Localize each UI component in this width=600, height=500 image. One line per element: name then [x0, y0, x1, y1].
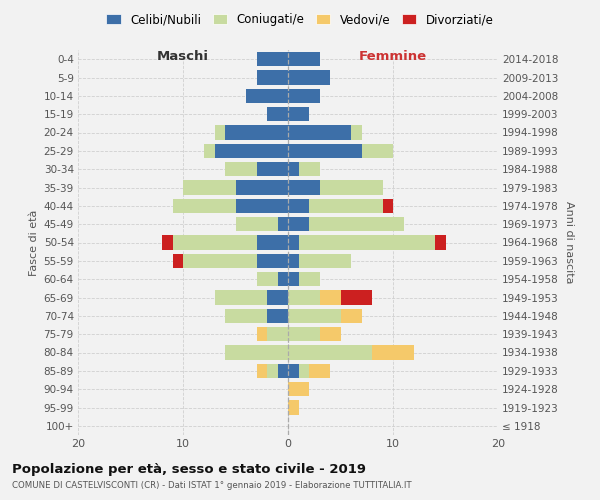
Bar: [173, 236, 257, 250]
Legend: Celibi/Nubili, Coniugati/e, Vedovi/e, Divorziati/e: Celibi/Nubili, Coniugati/e, Vedovi/e, Di…: [104, 11, 496, 28]
Bar: [299, 364, 309, 378]
Bar: [267, 364, 277, 378]
Bar: [225, 126, 288, 140]
Bar: [257, 236, 288, 250]
Text: COMUNE DI CASTELVISCONTI (CR) - Dati ISTAT 1° gennaio 2019 - Elaborazione TUTTIT: COMUNE DI CASTELVISCONTI (CR) - Dati IST…: [12, 481, 412, 490]
Bar: [288, 308, 341, 323]
Bar: [299, 162, 320, 176]
Bar: [288, 180, 320, 194]
Bar: [183, 180, 235, 194]
Bar: [173, 254, 183, 268]
Bar: [320, 180, 383, 194]
Bar: [288, 327, 320, 342]
Text: Femmine: Femmine: [359, 50, 427, 63]
Bar: [309, 198, 383, 213]
Bar: [215, 144, 288, 158]
Bar: [341, 308, 361, 323]
Bar: [257, 364, 267, 378]
Bar: [288, 400, 299, 414]
Bar: [257, 70, 288, 85]
Text: Popolazione per età, sesso e stato civile - 2019: Popolazione per età, sesso e stato civil…: [12, 462, 366, 475]
Bar: [225, 308, 267, 323]
Bar: [288, 107, 309, 122]
Bar: [320, 290, 341, 304]
Bar: [204, 144, 215, 158]
Bar: [235, 180, 288, 194]
Y-axis label: Fasce di età: Fasce di età: [29, 210, 40, 276]
Bar: [215, 290, 267, 304]
Bar: [288, 198, 309, 213]
Text: Maschi: Maschi: [157, 50, 209, 63]
Bar: [235, 198, 288, 213]
Bar: [173, 198, 235, 213]
Bar: [183, 254, 257, 268]
Bar: [235, 217, 277, 232]
Bar: [288, 290, 320, 304]
Bar: [299, 254, 351, 268]
Bar: [257, 327, 267, 342]
Bar: [288, 126, 351, 140]
Bar: [372, 346, 414, 360]
Bar: [246, 88, 288, 103]
Bar: [162, 236, 173, 250]
Bar: [309, 217, 404, 232]
Bar: [288, 236, 299, 250]
Bar: [267, 327, 288, 342]
Bar: [225, 162, 257, 176]
Bar: [299, 272, 320, 286]
Bar: [225, 346, 288, 360]
Bar: [257, 254, 288, 268]
Bar: [277, 272, 288, 286]
Bar: [267, 107, 288, 122]
Bar: [320, 327, 341, 342]
Bar: [288, 217, 309, 232]
Bar: [288, 162, 299, 176]
Bar: [257, 162, 288, 176]
Bar: [215, 126, 225, 140]
Bar: [267, 290, 288, 304]
Bar: [257, 52, 288, 66]
Bar: [288, 272, 299, 286]
Bar: [288, 346, 372, 360]
Bar: [288, 52, 320, 66]
Y-axis label: Anni di nascita: Anni di nascita: [565, 201, 574, 284]
Bar: [435, 236, 445, 250]
Bar: [288, 88, 320, 103]
Bar: [277, 217, 288, 232]
Bar: [288, 144, 361, 158]
Bar: [288, 382, 309, 396]
Bar: [299, 236, 435, 250]
Bar: [277, 364, 288, 378]
Bar: [361, 144, 393, 158]
Bar: [288, 254, 299, 268]
Bar: [309, 364, 330, 378]
Bar: [257, 272, 277, 286]
Bar: [288, 70, 330, 85]
Bar: [341, 290, 372, 304]
Bar: [267, 308, 288, 323]
Bar: [351, 126, 361, 140]
Bar: [383, 198, 393, 213]
Bar: [288, 364, 299, 378]
